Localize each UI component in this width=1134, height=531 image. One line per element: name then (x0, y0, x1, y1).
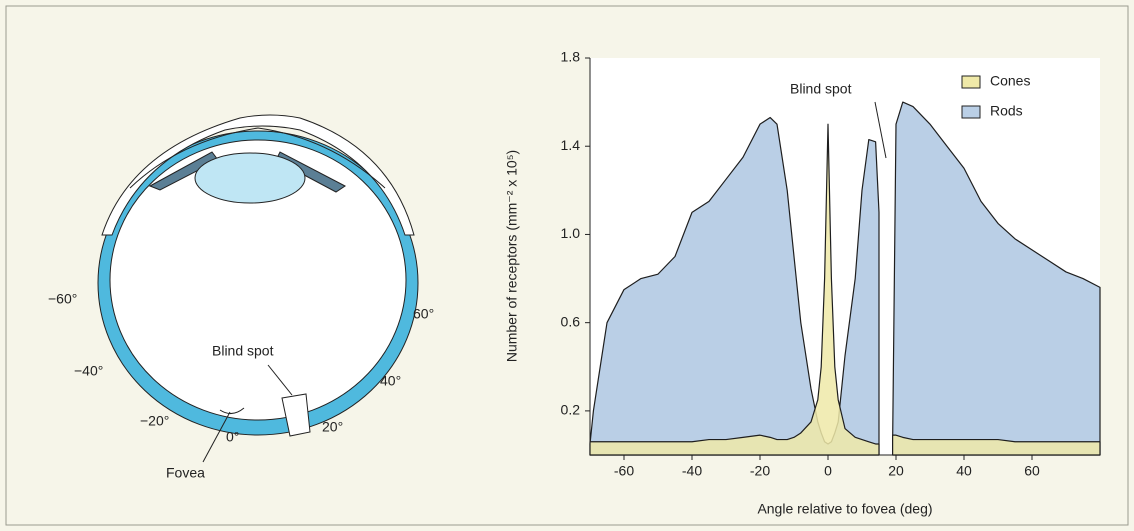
x-tick-label: 40 (956, 463, 972, 479)
angle-label: 60° (413, 306, 434, 322)
blind-spot-label: Blind spot (212, 343, 274, 359)
y-tick-label: 1.8 (561, 49, 581, 65)
area-cones (589, 123, 880, 456)
angle-label: 0° (226, 429, 239, 445)
x-tick-label: 20 (888, 463, 904, 479)
y-tick-label: 0.2 (561, 402, 581, 418)
x-tick-label: -20 (750, 463, 770, 479)
eye-diagram: −60° 60° −40° 40° −20° 20° 0° Blind spot… (48, 114, 434, 481)
angle-label: −40° (74, 363, 103, 379)
angle-label: −20° (140, 413, 169, 429)
area-rods (589, 116, 880, 456)
angle-label: 20° (322, 419, 343, 435)
eye-inner (109, 139, 407, 421)
cornea-inner (129, 127, 386, 189)
fovea-label: Fovea (166, 465, 205, 481)
legend-label: Cones (990, 73, 1030, 89)
legend-swatch (961, 75, 981, 89)
y-tick-label: 1.0 (561, 225, 581, 241)
angle-label: 40° (380, 373, 401, 389)
y-tick-label: 0.6 (561, 313, 581, 329)
area-cones (892, 434, 1101, 456)
chart: 0.2 0.6 1.0 1.4 1.8 -60 -40 -20 0 20 40 60 Cones Rods (561, 49, 1101, 479)
annotation: Blind spot (790, 81, 852, 97)
y-axis-title: Number of receptors (mm⁻² x 10⁵) (504, 150, 520, 362)
cornea (101, 114, 415, 236)
x-axis-title: Angle relative to fovea (deg) (757, 501, 932, 517)
annotation-leader (874, 101, 887, 159)
x-tick-label: -40 (682, 463, 702, 479)
legend-label: Rods (990, 103, 1023, 119)
y-tick-label: 1.4 (561, 137, 581, 153)
angle-label: −60° (48, 291, 77, 307)
legend-swatch (961, 105, 981, 119)
fovea-pit (219, 407, 245, 414)
area-rods (892, 101, 1101, 456)
x-tick-label: -60 (614, 463, 634, 479)
fovea-leader (202, 411, 231, 463)
lens (194, 152, 306, 204)
optic-nerve (281, 393, 311, 437)
x-tick-label: 60 (1024, 463, 1040, 479)
x-tick-label: 0 (824, 463, 832, 479)
blind-spot-leader (267, 364, 293, 396)
